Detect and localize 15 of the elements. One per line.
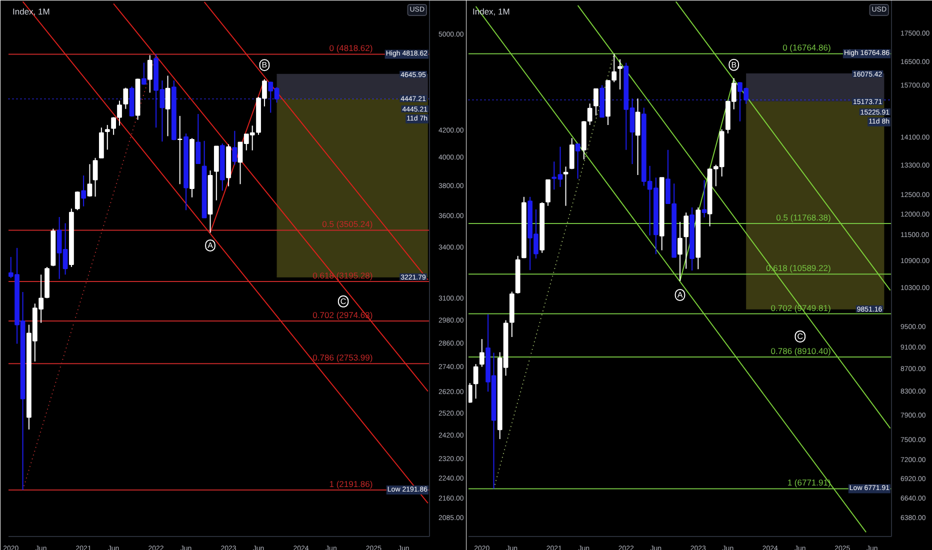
ref-line-label: 0.5 (3505.24) [322, 219, 373, 230]
ref-line-label: 0.786 (2753.99) [312, 352, 373, 363]
ref-line-label: 0.5 (11768.38) [776, 212, 831, 223]
annotation: C [797, 332, 804, 341]
ref-line-label: 1 (2191.86) [329, 478, 373, 489]
annotation: B [262, 60, 268, 70]
ref-line-label: 0.786 (8910.40) [770, 346, 831, 356]
annotation: A [208, 240, 214, 250]
annotation: C [340, 296, 346, 306]
ref-line-label: 0 (4818.62) [329, 43, 373, 54]
annotation: A [677, 290, 684, 300]
ref-line-label: 1 (6771.91) [787, 478, 831, 488]
ref-line-label: 0.618 (3195.28) [312, 270, 373, 280]
annotation: B [731, 60, 737, 70]
ref-line-label: 0 (16764.86) [782, 42, 831, 53]
